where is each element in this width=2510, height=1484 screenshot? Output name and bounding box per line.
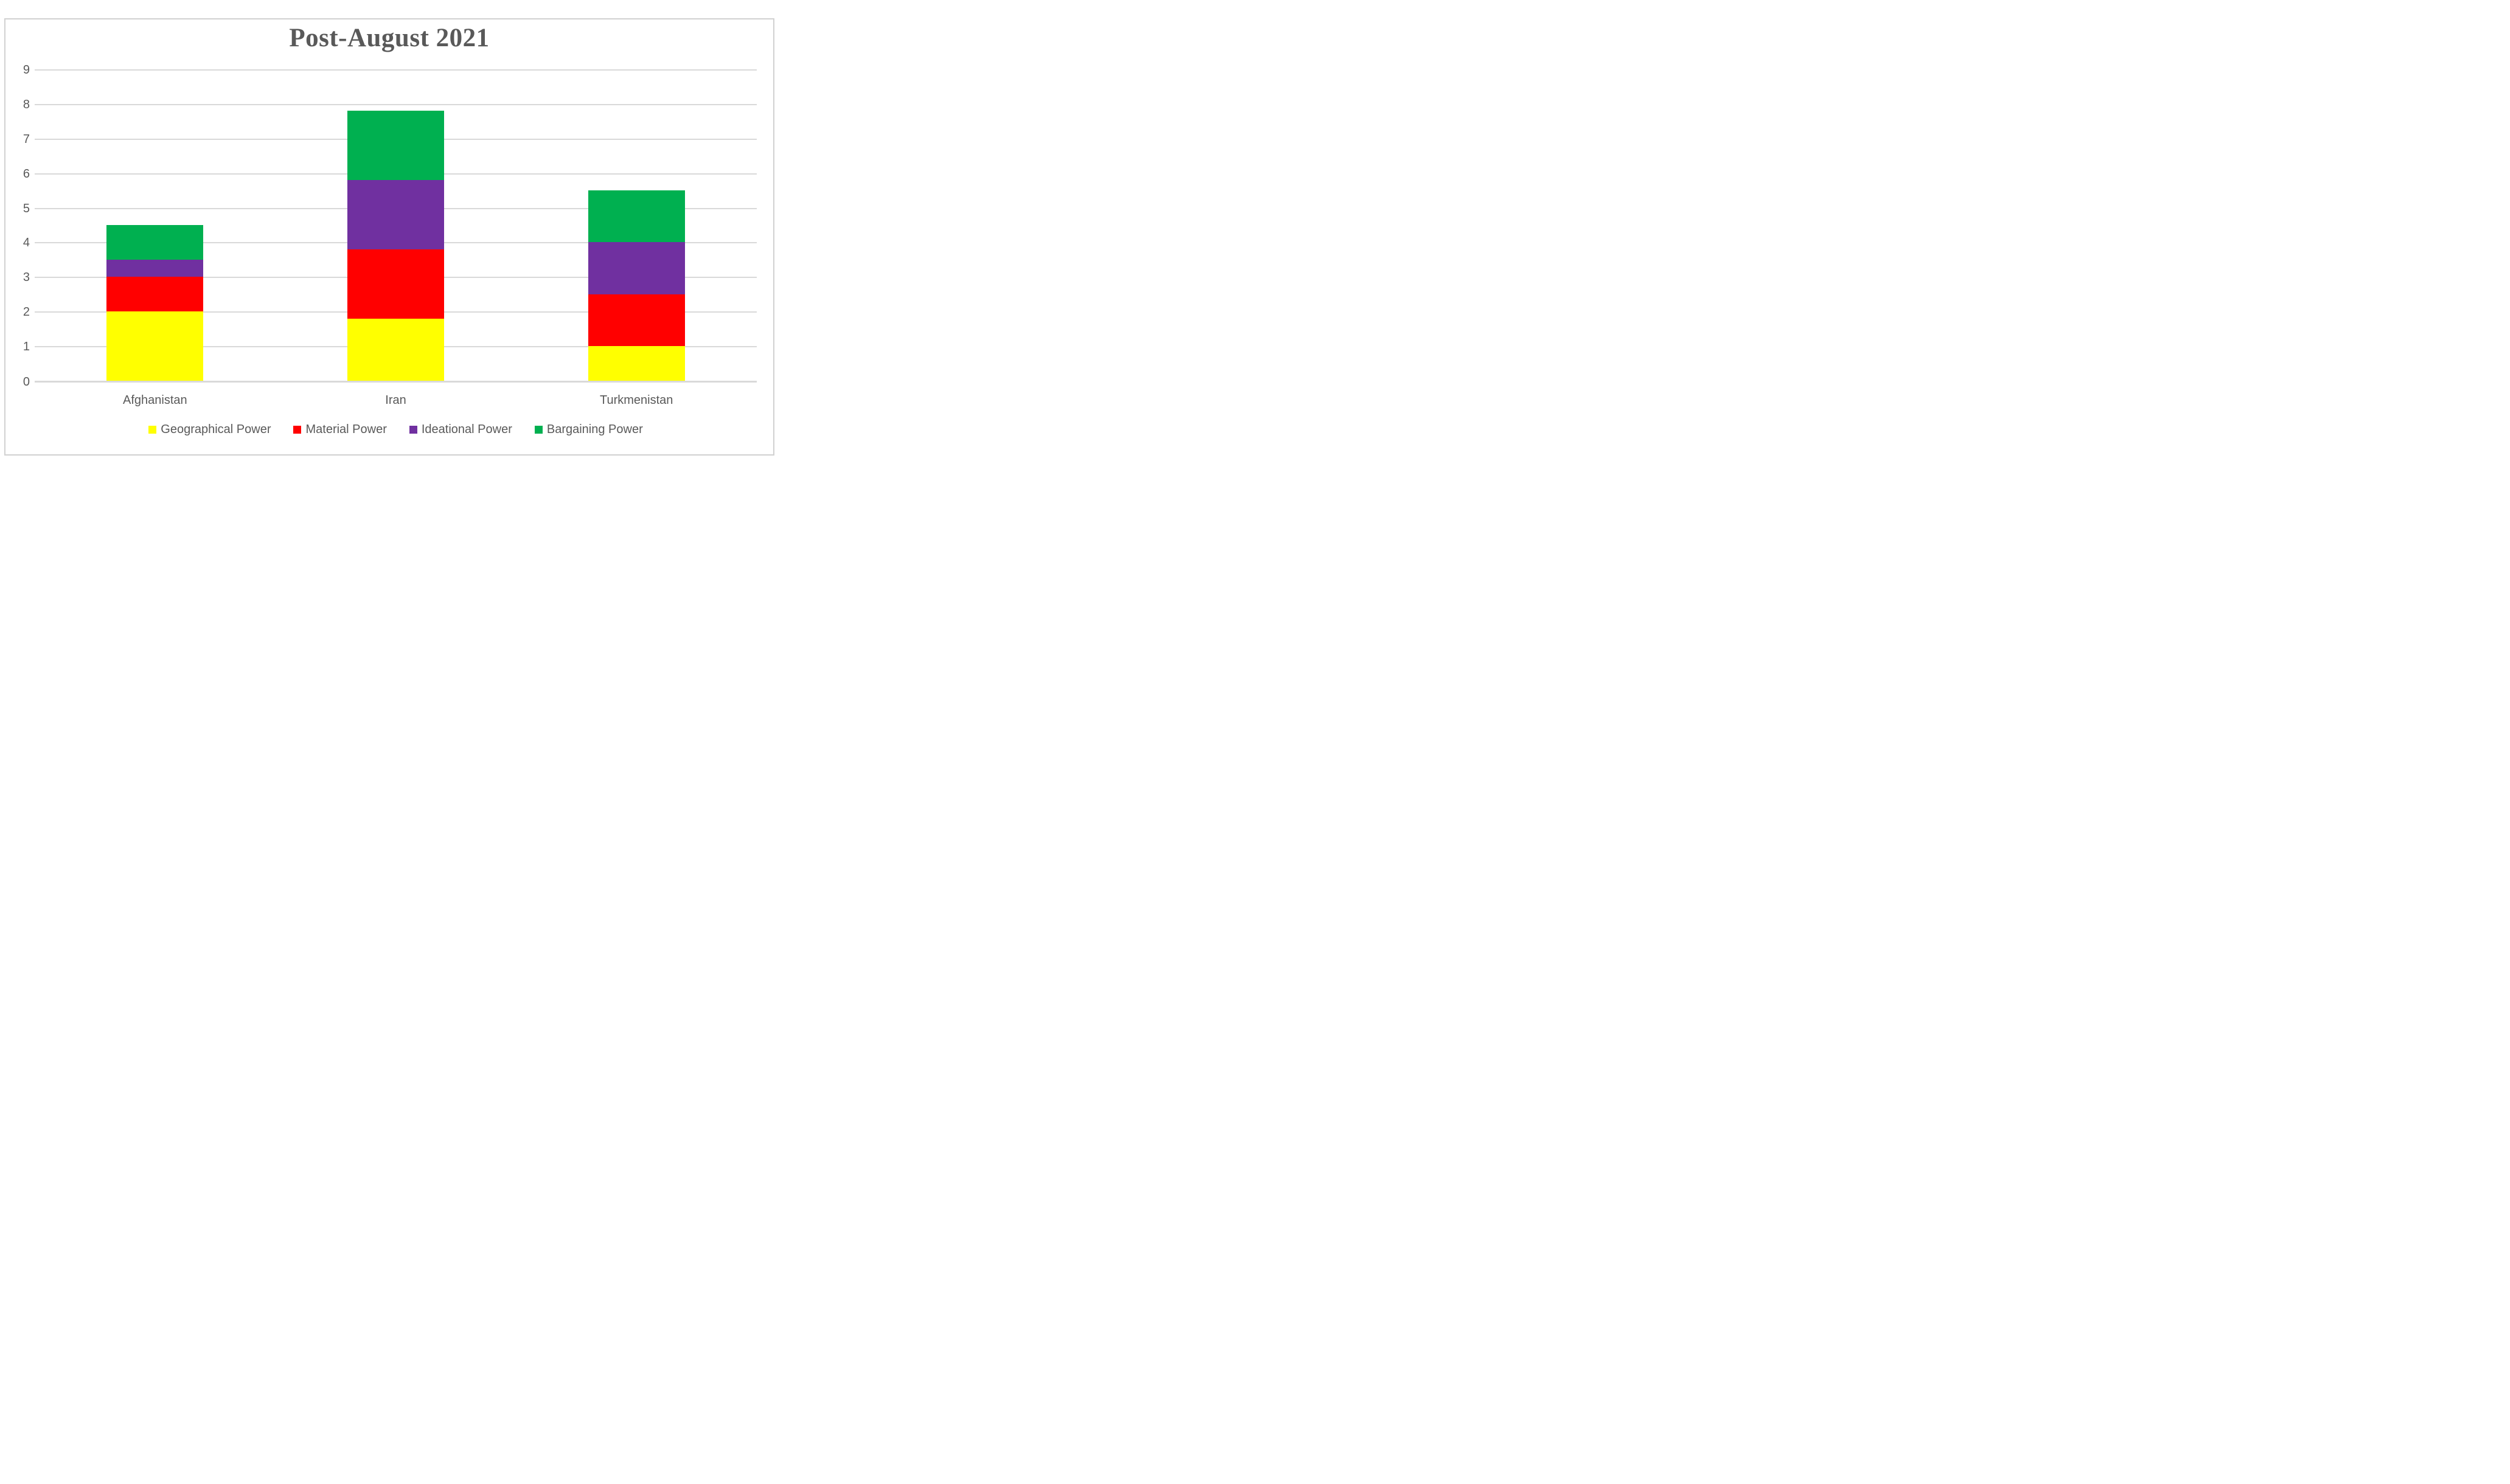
bar-segment-ideational-power	[106, 259, 204, 277]
y-axis-tick-label: 4	[23, 236, 30, 250]
gridline	[35, 69, 757, 71]
bar-segment-bargaining-power	[347, 111, 444, 181]
y-axis-tick-label: 9	[23, 63, 30, 77]
legend-label: Bargaining Power	[546, 423, 643, 436]
gridline	[35, 381, 757, 383]
legend-swatch-icon	[148, 426, 157, 434]
y-axis-tick-label: 0	[23, 375, 30, 389]
legend-label: Material Power	[305, 423, 387, 436]
plot-area: 0 1 2 3 4 5 6 7 8 9	[23, 63, 757, 389]
gridline	[35, 103, 757, 105]
chart-title: Post-August 2021	[289, 24, 490, 52]
bar-segment-bargaining-power	[588, 190, 685, 243]
y-axis-tick-label: 5	[23, 201, 30, 215]
y-axis-tick-label: 6	[23, 167, 30, 181]
bar-segment-geographical-power	[106, 311, 204, 381]
bar-segment-geographical-power	[588, 346, 685, 381]
legend-item-bargaining-power: Bargaining Power	[534, 423, 643, 437]
legend: Geographical Power Material Power Ideation…	[35, 423, 757, 437]
y-axis-tick-label: 7	[23, 132, 30, 146]
y-axis-tick-label: 1	[23, 340, 30, 354]
bar-segment-material-power	[347, 249, 444, 319]
legend-label: Geographical Power	[161, 423, 271, 436]
bar-afghanistan	[106, 225, 204, 381]
y-axis-tick-label: 8	[23, 97, 30, 111]
bar-iran	[347, 111, 444, 381]
legend-swatch-icon	[293, 426, 302, 434]
bar-segment-geographical-power	[347, 318, 444, 381]
y-axis-tick-label: 2	[23, 305, 30, 319]
x-axis: Afghanistan Iran Turkmenistan	[35, 394, 757, 407]
bar-segment-ideational-power	[347, 180, 444, 249]
chart-figure: Post-August 2021 0 1 2 3 4 5 6 7 8 9 Afghanistan I…	[0, 0, 779, 460]
y-axis-tick-label: 3	[23, 271, 30, 285]
chart-border: Post-August 2021 0 1 2 3 4 5 6 7 8 9 Afghanistan I…	[4, 18, 774, 456]
legend-item-material-power: Material Power	[293, 423, 387, 437]
legend-item-ideational-power: Ideational Power	[409, 423, 512, 437]
legend-swatch-icon	[409, 426, 417, 434]
x-axis-label-afghanistan: Afghanistan	[123, 394, 187, 407]
bar-segment-material-power	[588, 294, 685, 347]
x-axis-label-iran: Iran	[385, 394, 406, 407]
bar-segment-bargaining-power	[106, 225, 204, 260]
bar-segment-material-power	[106, 277, 204, 312]
legend-label: Ideational Power	[421, 423, 512, 436]
legend-swatch-icon	[534, 426, 543, 434]
x-axis-label-turkmenistan: Turkmenistan	[599, 394, 673, 407]
bar-turkmenistan	[588, 190, 685, 381]
legend-item-geographical-power: Geographical Power	[148, 423, 271, 437]
bar-segment-ideational-power	[588, 242, 685, 294]
